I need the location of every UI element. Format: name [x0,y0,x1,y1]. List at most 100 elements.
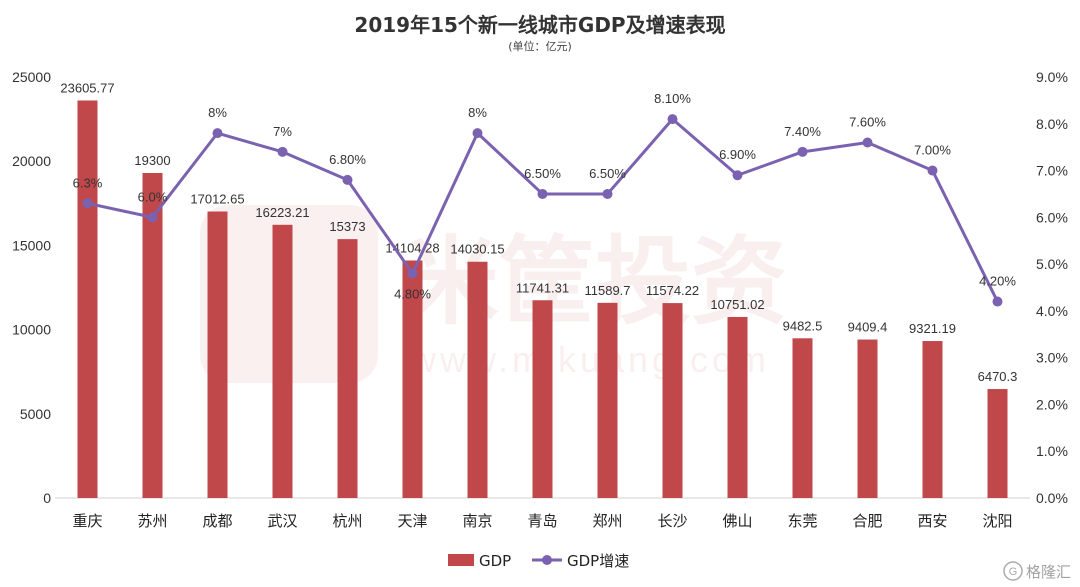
gdp-growth-point [927,165,938,176]
category-label: 成都 [202,512,232,530]
gdp-bar-label: 11574.22 [646,283,699,298]
watermark-url-text: www.mikuang.com [409,339,770,380]
gdp-growth-label: 8.10% [654,91,691,106]
gdp-growth-label: 7.00% [914,143,951,158]
gdp-bar-label: 10751.02 [710,297,764,312]
gdp-bar-labels: 23605.771930017012.6516223.211537314104.… [60,80,1017,384]
gdp-growth-labels: 6.3% 6.0% 8% 7% 6.80% 4.80% 8% 6.50% 6.50% 8.10% 6… [73,91,1017,301]
y-right-tick-label: 5.0% [1036,256,1068,272]
gdp-bar [727,316,748,498]
gdp-growth-point [147,212,158,223]
gdp-bar [987,389,1008,498]
gelonghui-logo-icon [1003,561,1023,581]
y-left-tick-label: 10000 [12,322,51,338]
gdp-bar [857,339,878,498]
gdp-growth-point [992,296,1003,307]
gdp-growth-label: 6.80% [329,152,366,167]
gdp-growth-point [472,128,483,139]
gdp-bar-label: 19300 [134,153,170,168]
gdp-bar-label: 11589.7 [584,283,630,298]
gdp-growth-label: 7.40% [784,124,821,139]
category-label: 南京 [462,512,492,530]
watermark-main-text: 米筐投资 [403,229,787,336]
gdp-growth-point [602,188,613,199]
gdp-bar-label: 9409.4 [848,320,888,335]
gdp-bar [272,224,293,498]
category-label: 佛山 [722,512,752,530]
gdp-growth-point [862,137,873,148]
gdp-growth-point [732,170,743,181]
gdp-bar [77,100,98,499]
gdp-bar-label: 15373 [329,219,365,234]
category-label: 武汉 [267,512,297,530]
gdp-growth-label: 7% [273,124,292,139]
gdp-bar [597,302,618,498]
gdp-bar [402,260,423,498]
y-right-tick-label: 7.0% [1036,163,1068,179]
gdp-bar [467,261,488,498]
gdp-bar [662,303,683,498]
legend-growth-marker [542,555,552,565]
gdp-bar [922,341,943,498]
gdp-growth-point [277,146,288,157]
y-left-tick-label: 20000 [12,153,51,169]
category-label: 青岛 [527,512,557,530]
chart-subtitle: (单位：亿元) [508,39,572,53]
gdp-bar-label: 23605.77 [60,80,114,95]
gelonghui-logo-text: 格隆汇 [1026,563,1071,581]
gdp-growth-label: 6.50% [524,166,561,181]
gdp-bar-label: 9482.5 [783,318,823,333]
category-label: 苏州 [137,512,167,530]
category-label: 沈阳 [982,512,1012,530]
category-label: 西安 [917,512,947,530]
gdp-growth-label: 8% [208,105,227,120]
gdp-growth-label: 6.50% [589,166,626,181]
gdp-growth-point [407,268,418,279]
category-label: 长沙 [657,512,687,530]
x-axis-categories: 重庆 苏州 成都 武汉 杭州 天津 南京 青岛 郑州 长沙 佛山 东莞 合肥 西安 沈阳 [72,512,1012,530]
category-label: 郑州 [592,512,622,530]
category-label: 东莞 [787,512,817,530]
gdp-bar [337,239,358,498]
category-label: 重庆 [72,512,102,530]
legend-gdp-label: GDP [479,552,511,570]
category-label: 合肥 [852,512,882,530]
category-label: 杭州 [332,512,362,530]
gdp-growth-line [82,114,1003,307]
gdp-growth-point [82,198,93,209]
gelonghui-logo: G 格隆汇 [1003,561,1071,581]
legend: GDP GDP增速 [448,552,629,570]
y-axis-right: 0.0% 1.0% 2.0% 3.0% 4.0% 5.0% 6.0% 7.0% 8.0% 9.0% [1036,69,1068,506]
gdp-bar-label: 16223.21 [255,205,309,220]
gdp-growth-point [342,174,353,185]
gdp-growth-point [797,146,808,157]
gdp-growth-label: 4.20% [979,274,1016,289]
y-right-tick-label: 2.0% [1036,396,1068,412]
gdp-bar [532,300,553,498]
y-left-tick-label: 25000 [12,69,51,85]
gdp-bar-label: 14030.15 [450,242,504,257]
chart-title: 2019年15个新一线城市GDP及增速表现 [354,13,725,37]
gdp-growth-label: 7.60% [849,114,886,129]
gdp-bar [207,211,228,499]
y-right-tick-label: 1.0% [1036,443,1068,459]
y-axis-left: 0 5000 10000 15000 20000 25000 [12,69,51,506]
y-right-tick-label: 9.0% [1036,69,1068,85]
gdp-bar-label: 9321.19 [909,321,956,336]
y-right-tick-label: 4.0% [1036,303,1068,319]
y-right-tick-label: 8.0% [1036,116,1068,132]
gdp-bar [792,338,813,498]
gdp-bar-label: 6470.3 [978,369,1018,384]
category-label: 天津 [397,512,427,530]
gdp-growth-label: 6.3% [73,175,103,190]
gdp-growth-point [212,128,223,139]
legend-growth-label: GDP增速 [567,552,629,570]
gdp-bar-label: 17012.65 [190,192,244,207]
y-right-tick-label: 6.0% [1036,209,1068,225]
gdp-bar [142,172,163,498]
y-left-tick-label: 0 [43,490,51,506]
legend-gdp-swatch [448,554,474,566]
gdp-growth-point [537,188,548,199]
y-right-tick-label: 0.0% [1036,490,1068,506]
